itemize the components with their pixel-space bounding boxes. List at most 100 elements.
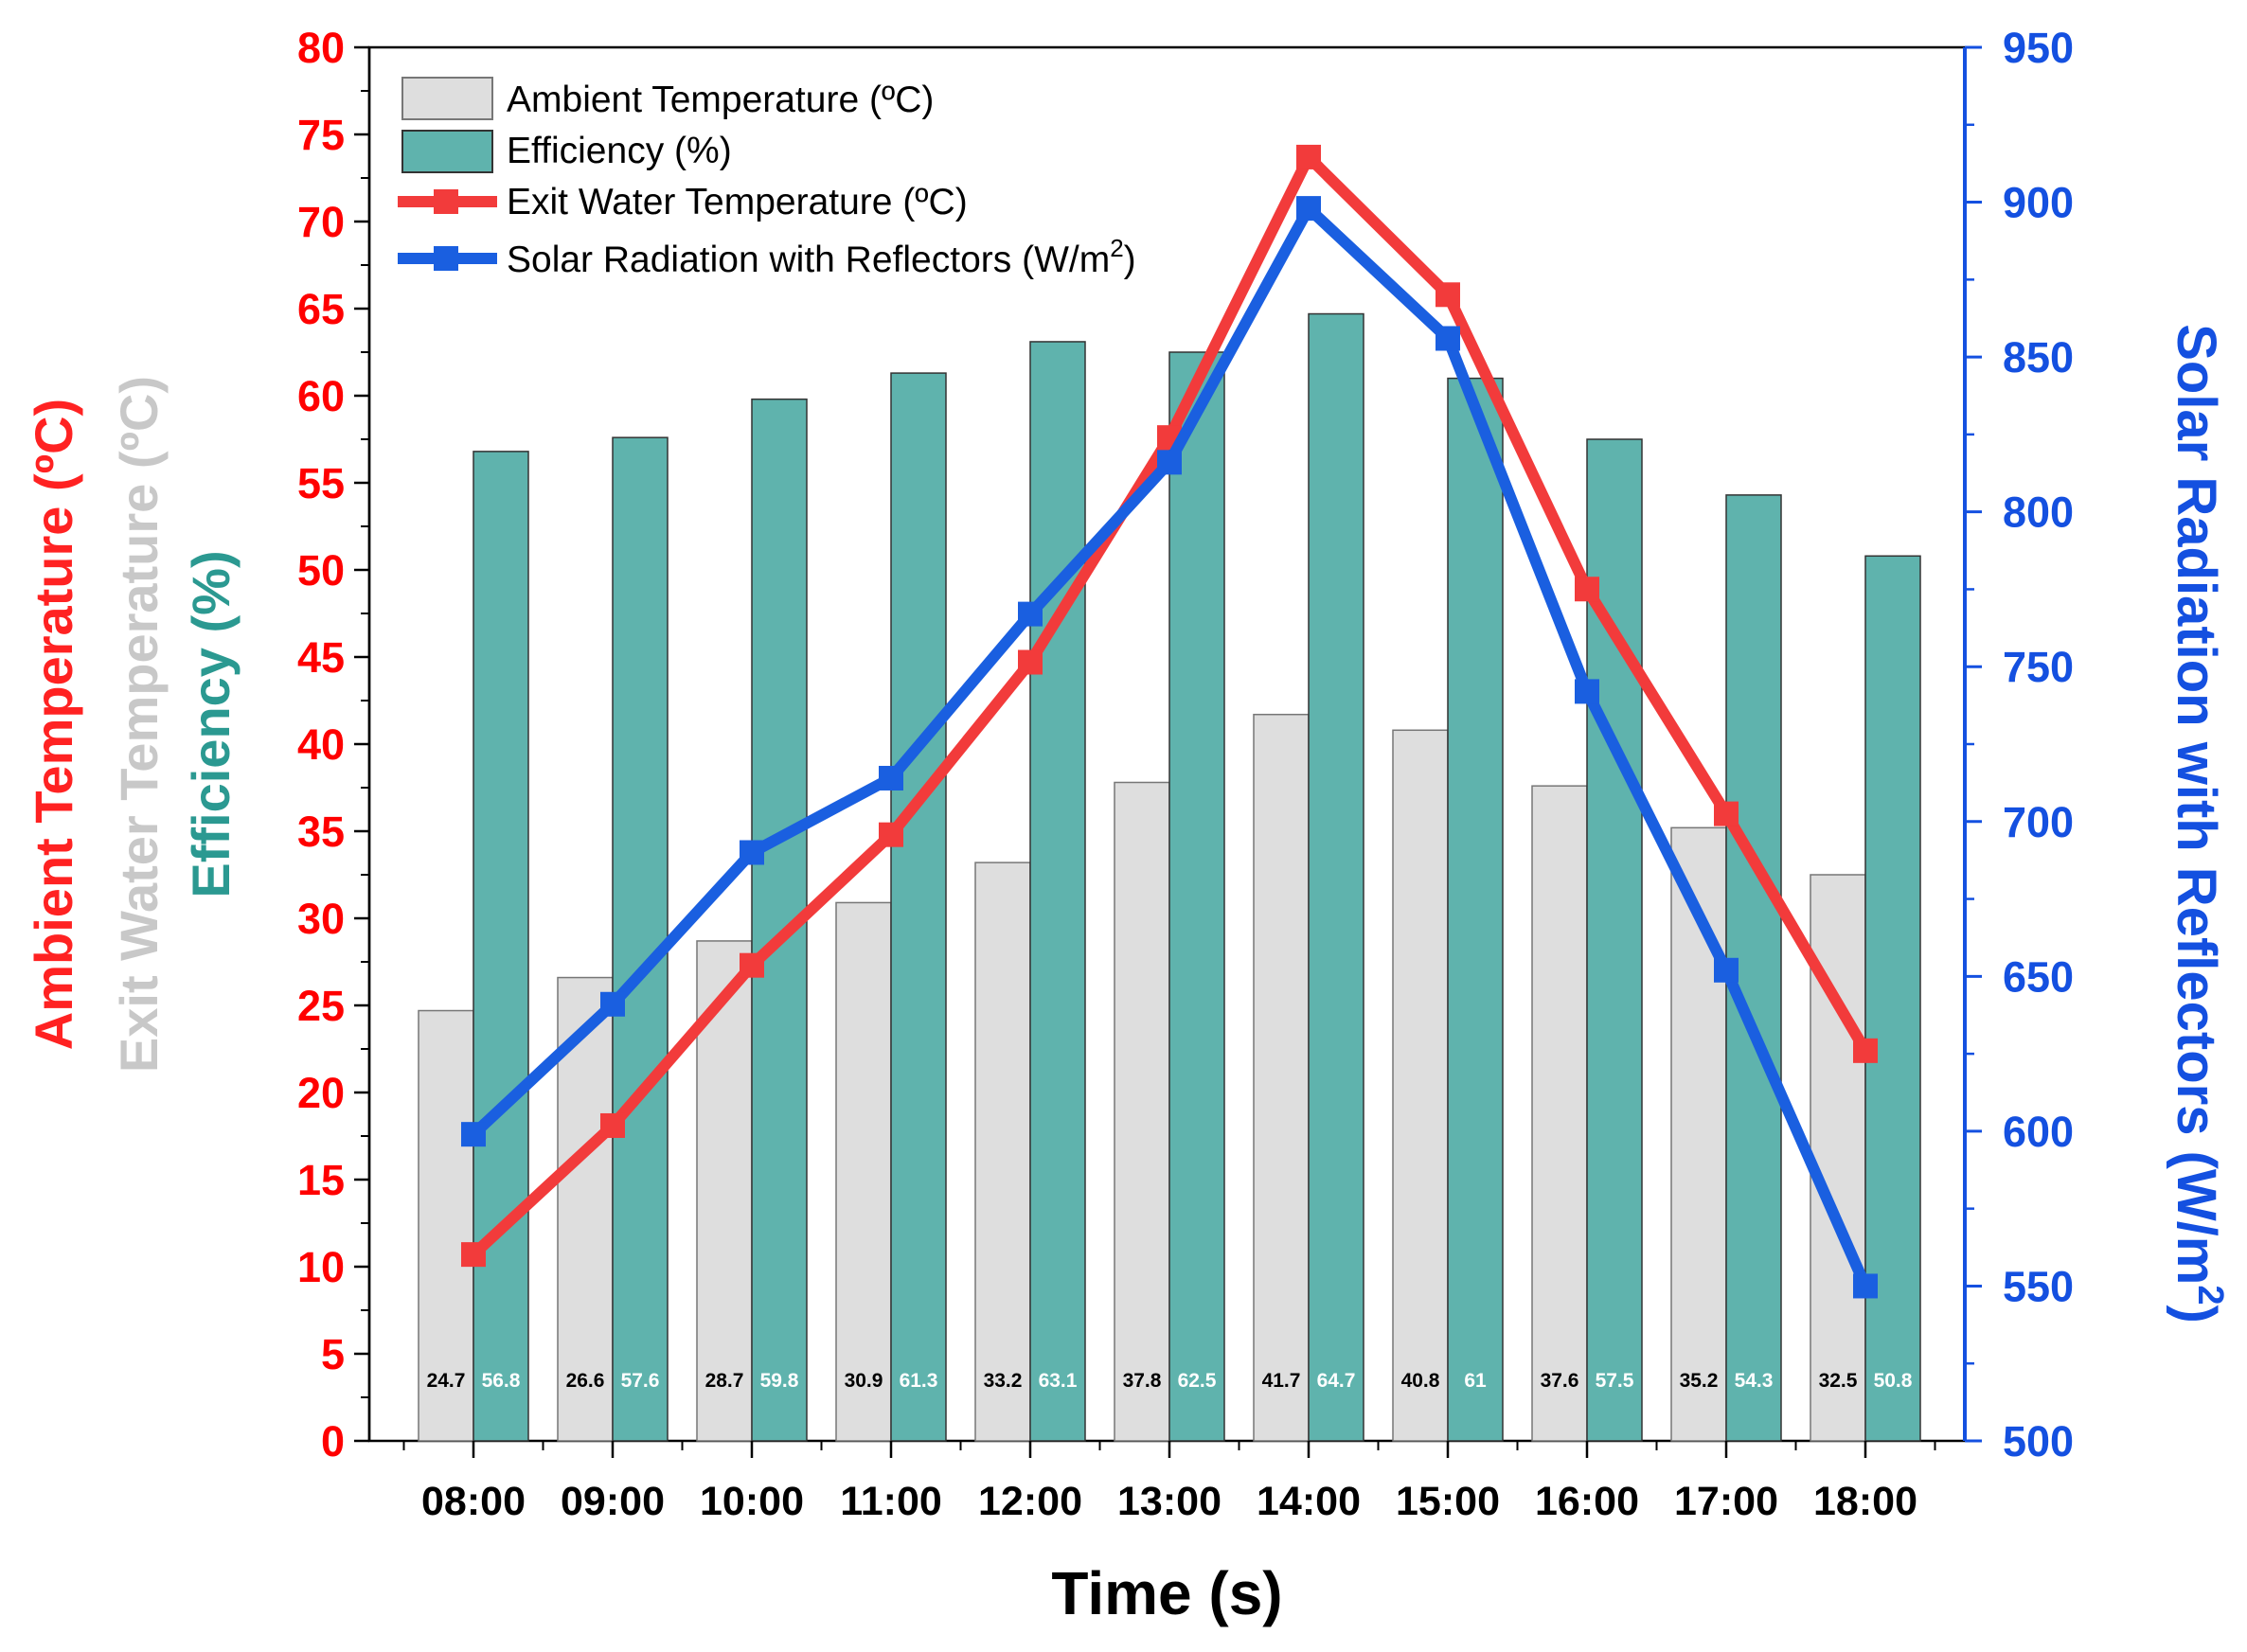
- right-axis-tick-label: 550: [2003, 1262, 2074, 1310]
- x-axis-tick-label: 13:00: [1117, 1479, 1222, 1524]
- exit-water-temperature-marker[interactable]: [1575, 577, 1599, 602]
- solar-radiation-marker[interactable]: [740, 840, 764, 865]
- efficiency-bar[interactable]: [1864, 555, 1921, 1442]
- ambient-temperature-bar[interactable]: [1670, 826, 1727, 1442]
- exit-water-temperature-marker[interactable]: [879, 822, 903, 847]
- left-axis-tick-label: 20: [297, 1069, 345, 1117]
- ambient-temperature-bar[interactable]: [418, 1009, 474, 1442]
- right-axis-tick-label: 800: [2003, 488, 2074, 537]
- ambient-temperature-data-label: 26.6: [566, 1370, 605, 1392]
- efficiency-bar[interactable]: [890, 372, 947, 1442]
- efficiency-bar[interactable]: [1168, 351, 1225, 1442]
- right-axis-tick-label: 700: [2003, 798, 2074, 846]
- exit-water-temperature-marker[interactable]: [461, 1242, 486, 1268]
- left-axis-tick-label: 5: [321, 1330, 345, 1378]
- left-axis-tick-label: 25: [297, 982, 345, 1030]
- x-axis-tick-label: 12:00: [978, 1479, 1082, 1524]
- exit-water-temperature-marker[interactable]: [1436, 282, 1460, 308]
- ambient-temperature-bar[interactable]: [1531, 785, 1588, 1442]
- ambient-temperature-data-label: 32.5: [1819, 1370, 1858, 1392]
- x-axis-tick-label: 18:00: [1813, 1479, 1917, 1524]
- exit-water-temperature-marker[interactable]: [1018, 649, 1043, 675]
- efficiency-data-label: 59.8: [760, 1370, 799, 1392]
- efficiency-data-label: 62.5: [1178, 1370, 1217, 1392]
- right-axis-tick-label: 850: [2003, 333, 2074, 382]
- solar-radiation-marker[interactable]: [1714, 957, 1739, 983]
- efficiency-bar[interactable]: [1308, 312, 1364, 1442]
- exit-water-temperature-marker[interactable]: [1296, 144, 1321, 169]
- ambient-temperature-data-label: 30.9: [845, 1370, 883, 1392]
- efficiency-data-label: 56.8: [482, 1370, 521, 1392]
- x-axis-tick-label: 14:00: [1257, 1479, 1361, 1524]
- left-axis-tick-label: 65: [297, 285, 345, 333]
- efficiency-bar[interactable]: [473, 451, 529, 1442]
- efficiency-bar[interactable]: [1447, 377, 1504, 1442]
- exit-water-temperature-marker[interactable]: [1714, 801, 1739, 826]
- right-axis-tick-label: 900: [2003, 179, 2074, 227]
- right-axis-title-sup: 2: [2190, 1285, 2230, 1305]
- ambient-temperature-data-label: 28.7: [705, 1370, 744, 1392]
- left-axis-tick-label: 70: [297, 198, 345, 246]
- legend-efficiency-swatch: [401, 130, 493, 173]
- ambient-temperature-data-label: 37.8: [1123, 1370, 1162, 1392]
- x-axis-tick-label: 17:00: [1674, 1479, 1778, 1524]
- legend-ambient-swatch: [401, 77, 493, 120]
- x-axis-tick-label: 15:00: [1396, 1479, 1500, 1524]
- ambient-temperature-bar[interactable]: [1392, 729, 1449, 1442]
- left-axis-title: Ambient Temperature (ºC): [24, 399, 83, 1050]
- x-axis-tick-label: 16:00: [1535, 1479, 1639, 1524]
- legend-exit-water-marker: [434, 189, 458, 214]
- x-axis-tick-label: 11:00: [840, 1479, 942, 1524]
- efficiency-data-label: 57.6: [621, 1370, 660, 1392]
- ambient-temperature-data-label: 35.2: [1680, 1370, 1719, 1392]
- efficiency-data-label: 64.7: [1317, 1370, 1356, 1392]
- solar-radiation-marker[interactable]: [1296, 196, 1321, 222]
- left-axis-tick-label: 35: [297, 808, 345, 856]
- efficiency-data-label: 63.1: [1039, 1370, 1078, 1392]
- ambient-temperature-bar[interactable]: [1253, 713, 1310, 1442]
- legend-solar-label-main: Solar Radiation with Reflectors (W/m: [507, 240, 1110, 280]
- solar-radiation-marker[interactable]: [1018, 601, 1043, 627]
- solar-radiation-marker[interactable]: [1436, 326, 1460, 351]
- efficiency-data-label: 61: [1464, 1370, 1487, 1392]
- exit-water-temperature-marker[interactable]: [740, 952, 764, 978]
- legend-solar-label: Solar Radiation with Reflectors (W/m2): [507, 234, 1136, 280]
- exit-water-temperature-marker[interactable]: [1853, 1038, 1878, 1063]
- solar-radiation-marker[interactable]: [1853, 1273, 1878, 1299]
- efficiency-data-label: 61.3: [900, 1370, 938, 1392]
- solar-radiation-marker[interactable]: [461, 1122, 486, 1147]
- solar-radiation-marker[interactable]: [1575, 679, 1599, 704]
- left-axis-tick-label: 55: [297, 459, 345, 507]
- right-axis-tick-label: 600: [2003, 1108, 2074, 1156]
- legend-solar-label-sup: 2: [1110, 234, 1123, 262]
- ambient-temperature-data-label: 41.7: [1262, 1370, 1301, 1392]
- exit-water-temperature-marker[interactable]: [600, 1112, 625, 1138]
- right-axis-title-close: ): [2166, 1305, 2227, 1323]
- right-axis-tick-label: 650: [2003, 952, 2074, 1001]
- legend-exit-water-label: Exit Water Temperature (ºC): [507, 182, 968, 222]
- efficiency-bar[interactable]: [1029, 341, 1086, 1442]
- ambient-temperature-bar[interactable]: [1114, 781, 1170, 1442]
- efficiency-data-label: 54.3: [1735, 1370, 1774, 1392]
- x-axis-tick-label: 10:00: [700, 1479, 804, 1524]
- left-axis-tick-label: 10: [297, 1243, 345, 1291]
- ambient-temperature-data-label: 24.7: [427, 1370, 466, 1392]
- efficiency-data-label: 57.5: [1596, 1370, 1634, 1392]
- ambient-temperature-bar[interactable]: [974, 862, 1031, 1442]
- solar-radiation-marker[interactable]: [600, 991, 625, 1017]
- right-axis-tick-label: 500: [2003, 1417, 2074, 1465]
- x-axis-tick-label: 09:00: [561, 1479, 665, 1524]
- ambient-temperature-data-label: 37.6: [1541, 1370, 1579, 1392]
- solar-radiation-marker[interactable]: [1157, 450, 1182, 475]
- left-axis-tick-label: 0: [321, 1417, 345, 1465]
- right-axis-title: Solar Radiation with Reflectors (W/m2): [2166, 324, 2230, 1323]
- x-axis-title: Time (s): [1051, 1559, 1282, 1627]
- efficiency-bar[interactable]: [612, 436, 669, 1442]
- efficiency-data-label: 50.8: [1874, 1370, 1913, 1392]
- solar-radiation-marker[interactable]: [879, 765, 903, 790]
- ambient-temperature-bar[interactable]: [1810, 874, 1866, 1442]
- left-axis-tick-label: 80: [297, 24, 345, 72]
- ambient-temperature-bar[interactable]: [835, 901, 892, 1442]
